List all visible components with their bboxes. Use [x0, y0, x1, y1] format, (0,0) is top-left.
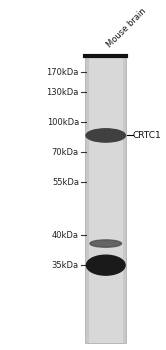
Text: Mouse brain: Mouse brain	[105, 6, 148, 49]
Text: 35kDa: 35kDa	[52, 261, 79, 270]
Ellipse shape	[86, 255, 125, 275]
Text: CRTC1: CRTC1	[133, 131, 161, 140]
Ellipse shape	[86, 129, 125, 142]
Text: 170kDa: 170kDa	[46, 68, 79, 77]
Text: 130kDa: 130kDa	[46, 88, 79, 97]
Text: 55kDa: 55kDa	[52, 177, 79, 187]
Text: 40kDa: 40kDa	[52, 231, 79, 240]
Bar	[85, 57, 126, 343]
Bar	[88, 57, 123, 343]
Text: 100kDa: 100kDa	[47, 118, 79, 127]
Ellipse shape	[90, 240, 122, 247]
Text: 70kDa: 70kDa	[52, 148, 79, 156]
